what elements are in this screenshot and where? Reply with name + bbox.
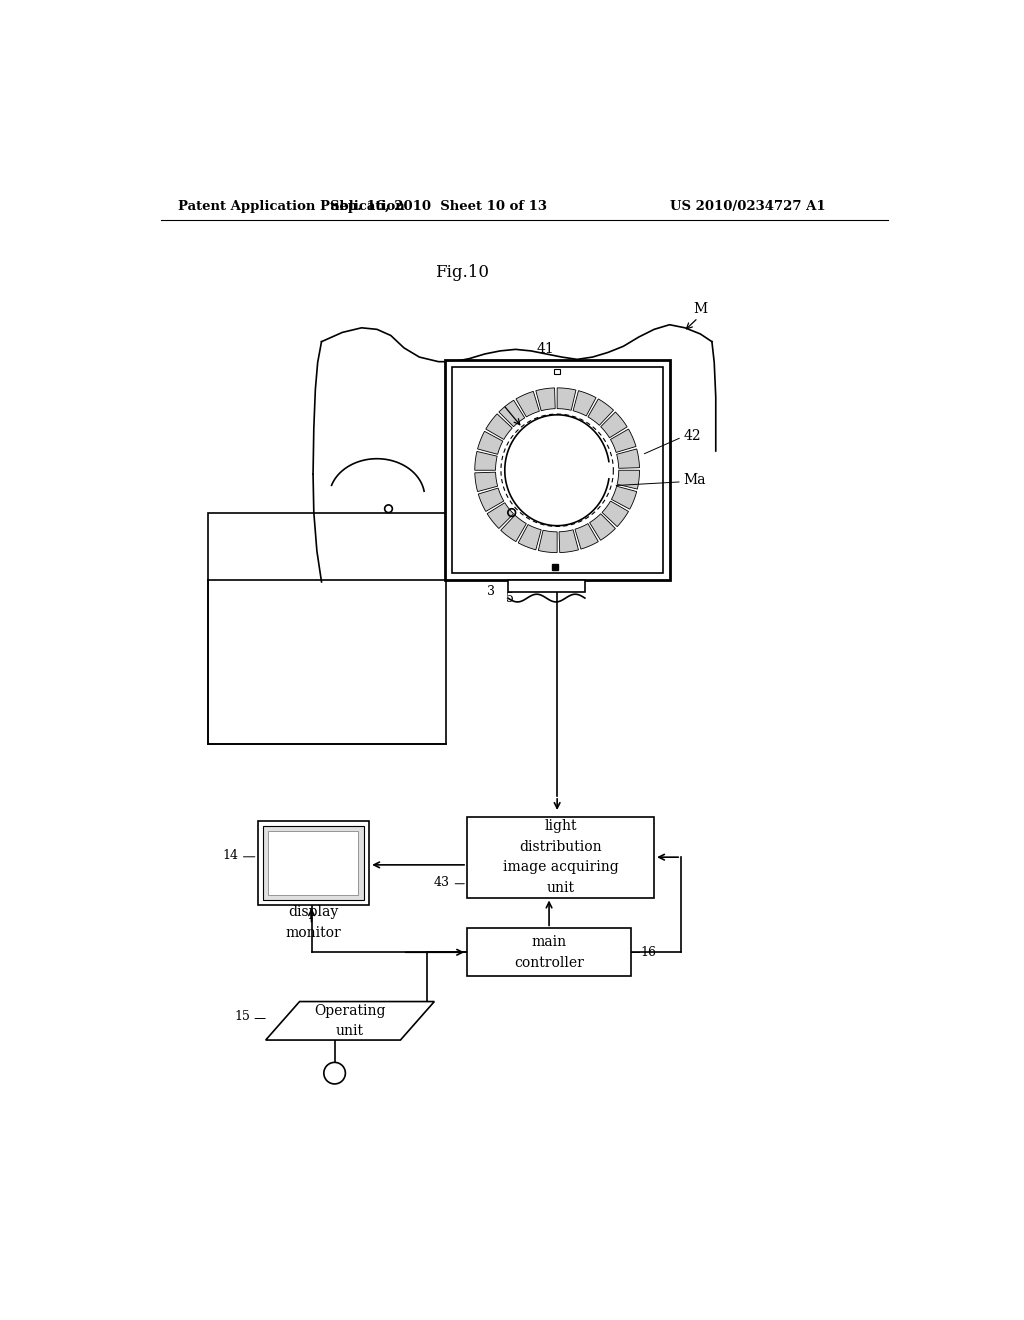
Polygon shape — [487, 503, 514, 528]
Polygon shape — [518, 524, 542, 550]
Text: main
controller: main controller — [514, 935, 584, 970]
Polygon shape — [485, 414, 512, 440]
Polygon shape — [590, 513, 615, 540]
Text: Fig.10: Fig.10 — [434, 264, 488, 281]
Polygon shape — [573, 391, 596, 416]
Bar — [444, 360, 670, 581]
Polygon shape — [611, 486, 637, 510]
Text: US 2010/0234727 A1: US 2010/0234727 A1 — [670, 199, 825, 213]
Polygon shape — [499, 400, 524, 426]
Polygon shape — [501, 515, 526, 541]
Text: Operating
unit: Operating unit — [314, 1003, 386, 1038]
Polygon shape — [574, 524, 598, 549]
Bar — [467, 817, 654, 898]
Bar — [268, 832, 358, 895]
Text: Ma: Ma — [683, 474, 706, 487]
Text: display
monitor: display monitor — [286, 906, 341, 940]
Text: 3: 3 — [486, 585, 495, 598]
Bar — [554, 368, 560, 374]
Polygon shape — [265, 1002, 434, 1040]
Polygon shape — [617, 470, 640, 490]
Text: 5: 5 — [506, 593, 513, 606]
Polygon shape — [516, 391, 540, 417]
Polygon shape — [610, 429, 636, 453]
Text: 43: 43 — [434, 875, 451, 888]
Polygon shape — [601, 412, 627, 438]
Text: M: M — [693, 302, 708, 317]
Polygon shape — [475, 473, 498, 491]
Polygon shape — [588, 399, 613, 425]
Text: light
distribution
image acquiring
unit: light distribution image acquiring unit — [503, 820, 618, 895]
Polygon shape — [475, 451, 498, 470]
Bar — [508, 581, 585, 591]
Text: 41: 41 — [537, 342, 554, 356]
Polygon shape — [616, 449, 640, 469]
Polygon shape — [477, 432, 503, 454]
Text: Sep. 16, 2010  Sheet 10 of 13: Sep. 16, 2010 Sheet 10 of 13 — [330, 199, 547, 213]
Polygon shape — [478, 488, 504, 511]
Text: 14: 14 — [222, 849, 239, 862]
Polygon shape — [557, 388, 575, 411]
Polygon shape — [536, 388, 555, 411]
Bar — [258, 821, 370, 906]
Bar — [467, 928, 631, 977]
Polygon shape — [602, 502, 629, 527]
Text: 15: 15 — [234, 1010, 250, 1023]
Text: 16: 16 — [640, 945, 656, 958]
Bar — [208, 512, 446, 743]
Polygon shape — [559, 529, 579, 553]
Bar — [263, 826, 364, 900]
Text: Patent Application Publication: Patent Application Publication — [178, 199, 406, 213]
Text: 42: 42 — [683, 429, 701, 442]
Circle shape — [324, 1063, 345, 1084]
Polygon shape — [539, 531, 557, 553]
Bar — [452, 367, 663, 573]
